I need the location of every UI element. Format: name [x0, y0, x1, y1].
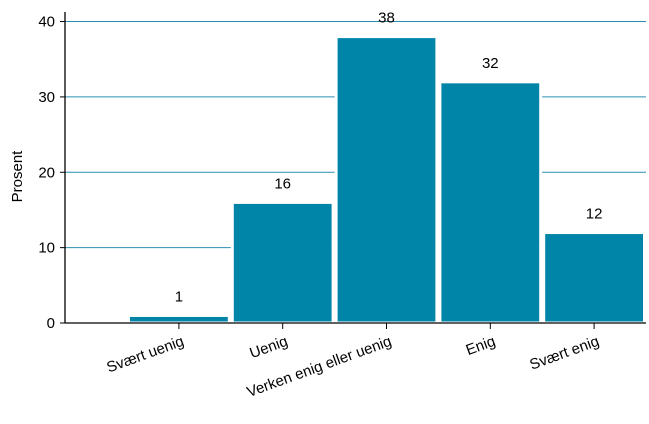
bar-2 — [334, 35, 439, 325]
bar-4 — [542, 231, 647, 325]
y-tick-label: 20 — [38, 164, 55, 181]
bar-3 — [438, 80, 543, 325]
bar-layer — [127, 35, 647, 325]
x-category-label: Uenig — [247, 333, 290, 362]
data-label: 1 — [175, 288, 183, 305]
axis-layer — [64, 12, 646, 324]
x-category-label: Svært enig — [527, 333, 601, 374]
bar-1 — [230, 200, 335, 325]
y-tick-label: 40 — [38, 14, 55, 31]
bar-0 — [127, 313, 231, 325]
data-label: 32 — [482, 55, 499, 72]
data-label: 38 — [378, 10, 395, 27]
y-tick-label: 30 — [38, 89, 55, 106]
x-category-label: Svært uenig — [104, 333, 186, 377]
y-tick-label: 0 — [47, 315, 55, 332]
data-label: 16 — [274, 175, 291, 192]
data-label: 12 — [586, 206, 603, 223]
y-tick-label: 10 — [38, 240, 55, 257]
x-category-label: Enig — [464, 333, 498, 359]
y-axis-title: Prosent — [9, 150, 26, 203]
